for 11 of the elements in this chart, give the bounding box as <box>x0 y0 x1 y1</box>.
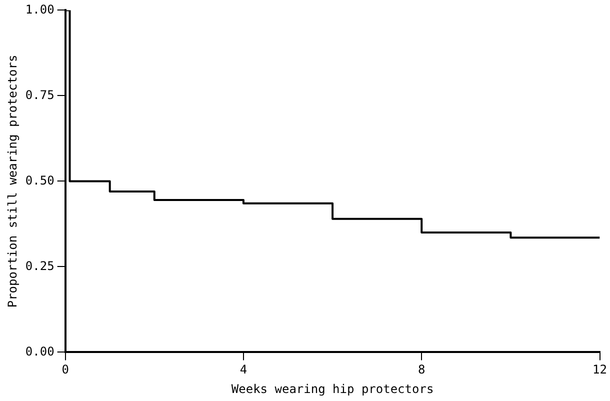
x-tick-label: 4 <box>240 362 248 377</box>
y-tick-label: 0.75 <box>25 88 54 102</box>
x-axis-title: Weeks wearing hip protectors <box>231 382 434 396</box>
x-tick-label: 12 <box>592 362 607 377</box>
y-tick-label: 0.50 <box>25 173 54 188</box>
y-tick-label: 0.25 <box>25 258 54 273</box>
x-tick-label: 8 <box>418 362 426 377</box>
y-tick-label: 0.00 <box>25 344 54 358</box>
y-tick-label: 1.00 <box>25 2 54 16</box>
x-tick-label: 0 <box>62 362 69 377</box>
y-axis-title: Proportion still wearing protectors <box>5 54 20 308</box>
